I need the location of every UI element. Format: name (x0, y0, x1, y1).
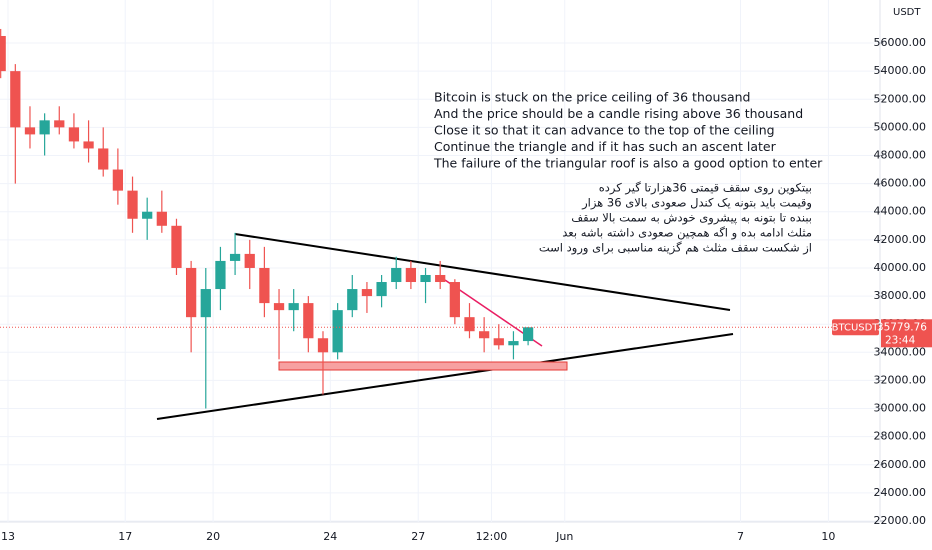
x-tick-label: 20 (206, 530, 220, 543)
y-tick-label: 40000.00 (874, 261, 927, 274)
candle-body (347, 289, 358, 311)
y-tick-label: 24000.00 (874, 486, 927, 499)
candle-body (508, 341, 519, 346)
annotation-en: Close it so that it can advance to the t… (434, 123, 775, 138)
candle-body (98, 148, 109, 170)
y-tick-label: 28000.00 (874, 430, 927, 443)
candle-body (420, 274, 431, 283)
candle-body (288, 303, 299, 311)
candle-body (186, 267, 197, 318)
candle-body (200, 289, 211, 318)
candle-body (449, 282, 460, 318)
candle-body (391, 267, 402, 283)
candle-body (39, 120, 50, 135)
annotation-fa: از شکست سقف مثلث هم گزینه مناسبی برای ور… (539, 241, 812, 256)
candle-body (83, 141, 94, 149)
y-tick-label: 48000.00 (874, 148, 927, 161)
x-tick-label: 17 (118, 530, 132, 543)
plot (0, 0, 880, 522)
y-tick-label: 34000.00 (874, 345, 927, 358)
candle-body (361, 289, 373, 297)
trend-line-upper (234, 233, 731, 311)
y-tick-label: 22000.00 (874, 514, 927, 527)
candle-body (493, 338, 504, 346)
annotation-fa: مثلث ادامه بده و اگه همچین صعودی داشته ب… (562, 226, 812, 241)
last-price-label: 35779.76 (877, 321, 927, 333)
candle-body (376, 282, 387, 297)
candle-body (303, 303, 314, 339)
y-tick-label: 30000.00 (874, 402, 927, 415)
candle-body (127, 190, 138, 219)
y-tick-label: 56000.00 (874, 36, 927, 49)
support-zone (278, 361, 568, 371)
y-tick-label: 26000.00 (874, 458, 927, 471)
candle-body (156, 211, 167, 226)
symbol-tag (832, 319, 879, 336)
candle-body (405, 267, 417, 283)
x-tick-label: 24 (323, 530, 337, 543)
candle-body (435, 274, 446, 283)
candle-body (332, 310, 343, 353)
currency-label: USDT (893, 7, 921, 18)
x-tick-label: 10 (821, 530, 835, 543)
y-tick-label: 38000.00 (874, 289, 927, 302)
annotation-fa: ببنده تا بتونه به پیشروی خودش به سمت بال… (571, 211, 812, 226)
annotation-fa: وقیمت باید بتونه یک کندل صعودی بالای 36 … (581, 196, 812, 211)
annotation-en: And the price should be a candle rising … (434, 106, 803, 121)
candle-body (0, 35, 6, 72)
y-tick-label: 50000.00 (874, 120, 927, 133)
candle-body (273, 303, 285, 311)
x-tick-label: 7 (737, 530, 744, 543)
candle-body (24, 127, 36, 135)
y-tick-label: 54000.00 (874, 64, 927, 77)
candle-body (479, 331, 490, 339)
price-tag (881, 319, 932, 348)
y-tick-label: 32000.00 (874, 373, 927, 386)
candle-body (464, 317, 475, 332)
candle-body (215, 260, 226, 290)
symbol-label: BTCUSDT (832, 322, 880, 333)
trend-line-lower (156, 333, 734, 420)
annotation-fa: بیتکوین روی سقف قیمتی 36هزارتا گیر کرده (599, 181, 812, 196)
candle-body (10, 71, 21, 128)
x-tick-label: 27 (411, 530, 425, 543)
candle-body (522, 327, 534, 342)
y-tick-label: 46000.00 (874, 177, 927, 190)
annotation-en: The failure of the triangular roof is al… (433, 156, 823, 171)
candle-body (112, 169, 124, 191)
y-tick-label: 52000.00 (874, 92, 927, 105)
x-tick-label: Jun (555, 530, 573, 543)
candle-body (54, 120, 65, 128)
candle-body (259, 267, 270, 304)
candle-body (68, 127, 80, 142)
candle-body (244, 253, 255, 268)
annotation-en: Continue the triangle and if it has such… (434, 139, 777, 154)
candle-body (171, 225, 182, 268)
x-tick-label: 12:00 (476, 530, 508, 543)
x-tick-label: 13 (1, 530, 15, 543)
y-tick-label: 42000.00 (874, 233, 927, 246)
candle-body (229, 253, 241, 261)
candle-body (317, 338, 329, 353)
y-tick-label: 44000.00 (874, 205, 927, 218)
countdown-label: 23:44 (885, 334, 916, 346)
candle-body (142, 211, 153, 219)
annotation-en: Bitcoin is stuck on the price ceiling of… (434, 90, 750, 105)
